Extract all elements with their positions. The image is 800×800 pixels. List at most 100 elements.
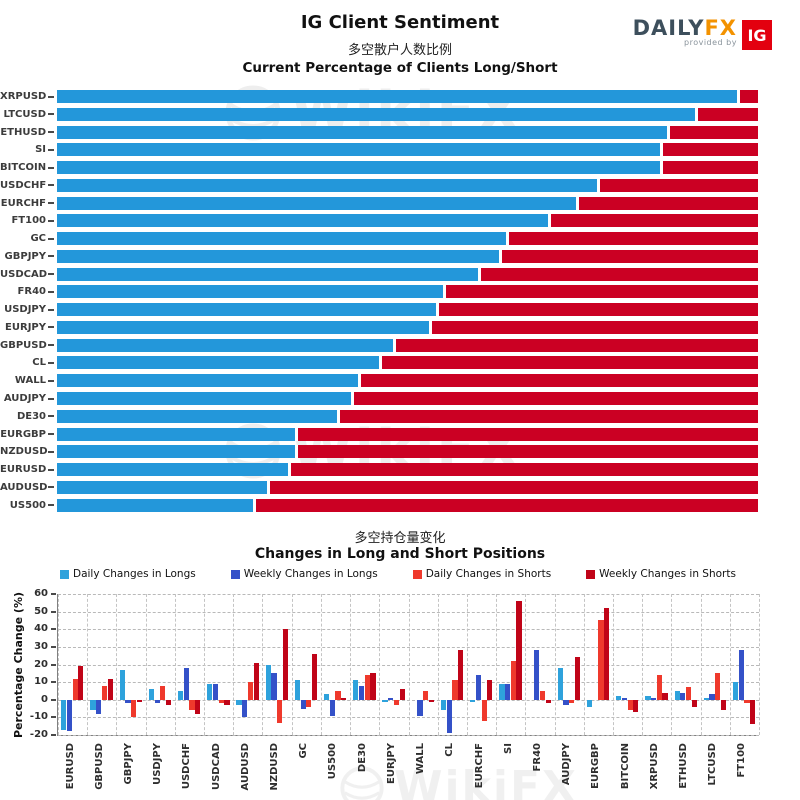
x-axis-label-gc: GC [298,743,310,759]
tick-mark [48,415,54,418]
short-bar [578,196,758,210]
v-gridline [233,594,235,735]
change-bar-ethusd [685,687,692,700]
y-tick-mark [51,593,56,595]
tick-mark [48,344,54,347]
tick-mark [48,397,54,400]
instrument-label: FT100 [11,215,46,227]
tick-mark [48,504,54,507]
changes-chart-title-cn: 多空持仓量变化 [354,531,446,546]
sentiment-row-usdcad: USDCAD [0,267,800,281]
instrument-label: LTCUSD [3,108,47,120]
change-bar-us500 [324,694,330,700]
y-tick-label: 20 [34,658,48,670]
legend-swatch-icon [586,569,596,579]
instrument-label: WALL [14,375,46,387]
short-bar [298,427,758,441]
x-axis-label-bitcoin: BITCOIN [619,743,631,790]
bar-gap [694,107,698,121]
v-gridline [379,594,381,735]
change-bar-eurjpy [393,699,400,706]
x-axis-label-wall: WALL [415,743,427,775]
bar-gap [547,214,551,228]
sentiment-row-us500: US500 [0,498,800,512]
long-bar [57,320,429,334]
ig-logo: IG [742,20,772,50]
change-bar-si [510,660,516,700]
sentiment-row-de30: DE30 [0,409,800,423]
y-tick-mark [51,645,56,648]
v-gridline [262,594,264,735]
x-axis-label-si: SI [502,743,514,754]
change-bar-usdchf [195,699,201,714]
changes-chart-legend: Daily Changes in Longs Weekly Changes in … [60,568,736,580]
v-gridline [174,594,176,735]
tick-mark [48,361,54,364]
v-gridline [437,594,439,735]
instrument-label: GBPUSD [0,339,47,351]
short-bar [697,107,758,121]
bar-gap [596,178,600,192]
sentiment-bar-track [57,107,758,121]
change-bar-nzdusd [282,629,288,700]
x-axis-label-eurchf: EURCHF [473,743,485,789]
legend-swatch-icon [412,569,422,579]
bar-gap [267,480,271,494]
sentiment-row-usdjpy: USDJPY [0,303,800,317]
v-gridline [408,594,410,735]
bar-gap [288,463,292,477]
sentiment-row-xrpusd: XRPUSD [0,90,800,103]
long-bar [57,143,660,157]
change-bar-cl [446,699,452,734]
change-bar-de30 [358,685,365,700]
v-gridline [729,594,731,735]
change-bar-gbpusd [96,699,102,714]
sentiment-bar-track [57,445,758,459]
bar-gap [295,445,299,459]
sentiment-chart: XRPUSD LTCUSD ETHUSD SI BITCOIN USDCHF EURCHF F… [0,90,800,516]
x-axis-label-nzdusd: NZDUSD [269,743,281,791]
legend-label: Daily Changes in Longs [73,568,196,580]
x-axis-label-eurusd: EURUSD [64,743,76,790]
change-bar-usdjpy [148,689,155,700]
y-tick-mark [51,698,56,701]
change-bar-wall [417,699,423,716]
v-gridline [671,594,673,735]
x-axis-label-audusd: AUDUSD [239,743,251,791]
instrument-label: EURJPY [5,321,46,333]
sentiment-row-audusd: AUDUSD [0,480,800,494]
v-gridline [583,594,585,735]
tick-mark [48,237,54,240]
change-bar-nzdusd [277,699,283,723]
v-gridline [320,594,322,735]
change-bar-si [499,683,505,700]
change-bar-ft100 [738,650,744,700]
long-bar [57,374,359,388]
change-bar-gbpusd [107,678,113,700]
instrument-label: DE30 [16,410,46,422]
v-gridline [554,594,556,735]
bar-gap [659,143,663,157]
tick-mark [48,308,54,311]
short-bar [382,356,758,370]
bar-gap [379,356,383,370]
change-bar-ltcusd [715,673,721,700]
y-tick-label: -20 [29,729,48,740]
change-bar-ltcusd [720,699,727,711]
tick-mark [48,468,54,471]
instrument-label: FR40 [17,286,46,298]
short-bar [361,374,758,388]
instrument-label: EURCHF [0,197,46,209]
tick-mark [48,148,54,151]
sentiment-bar-track [57,161,758,175]
sentiment-bar-track [57,374,758,388]
change-bar-gbpusd [101,685,107,700]
sentiment-bar-track [57,267,758,281]
y-tick-label: 0 [41,693,48,705]
bar-gap [428,320,432,334]
legend-item: Weekly Changes in Longs [230,568,378,580]
tick-mark [48,184,54,187]
change-bar-audusd [253,662,259,700]
change-bar-eurusd [61,699,67,730]
change-bar-si [516,601,522,700]
